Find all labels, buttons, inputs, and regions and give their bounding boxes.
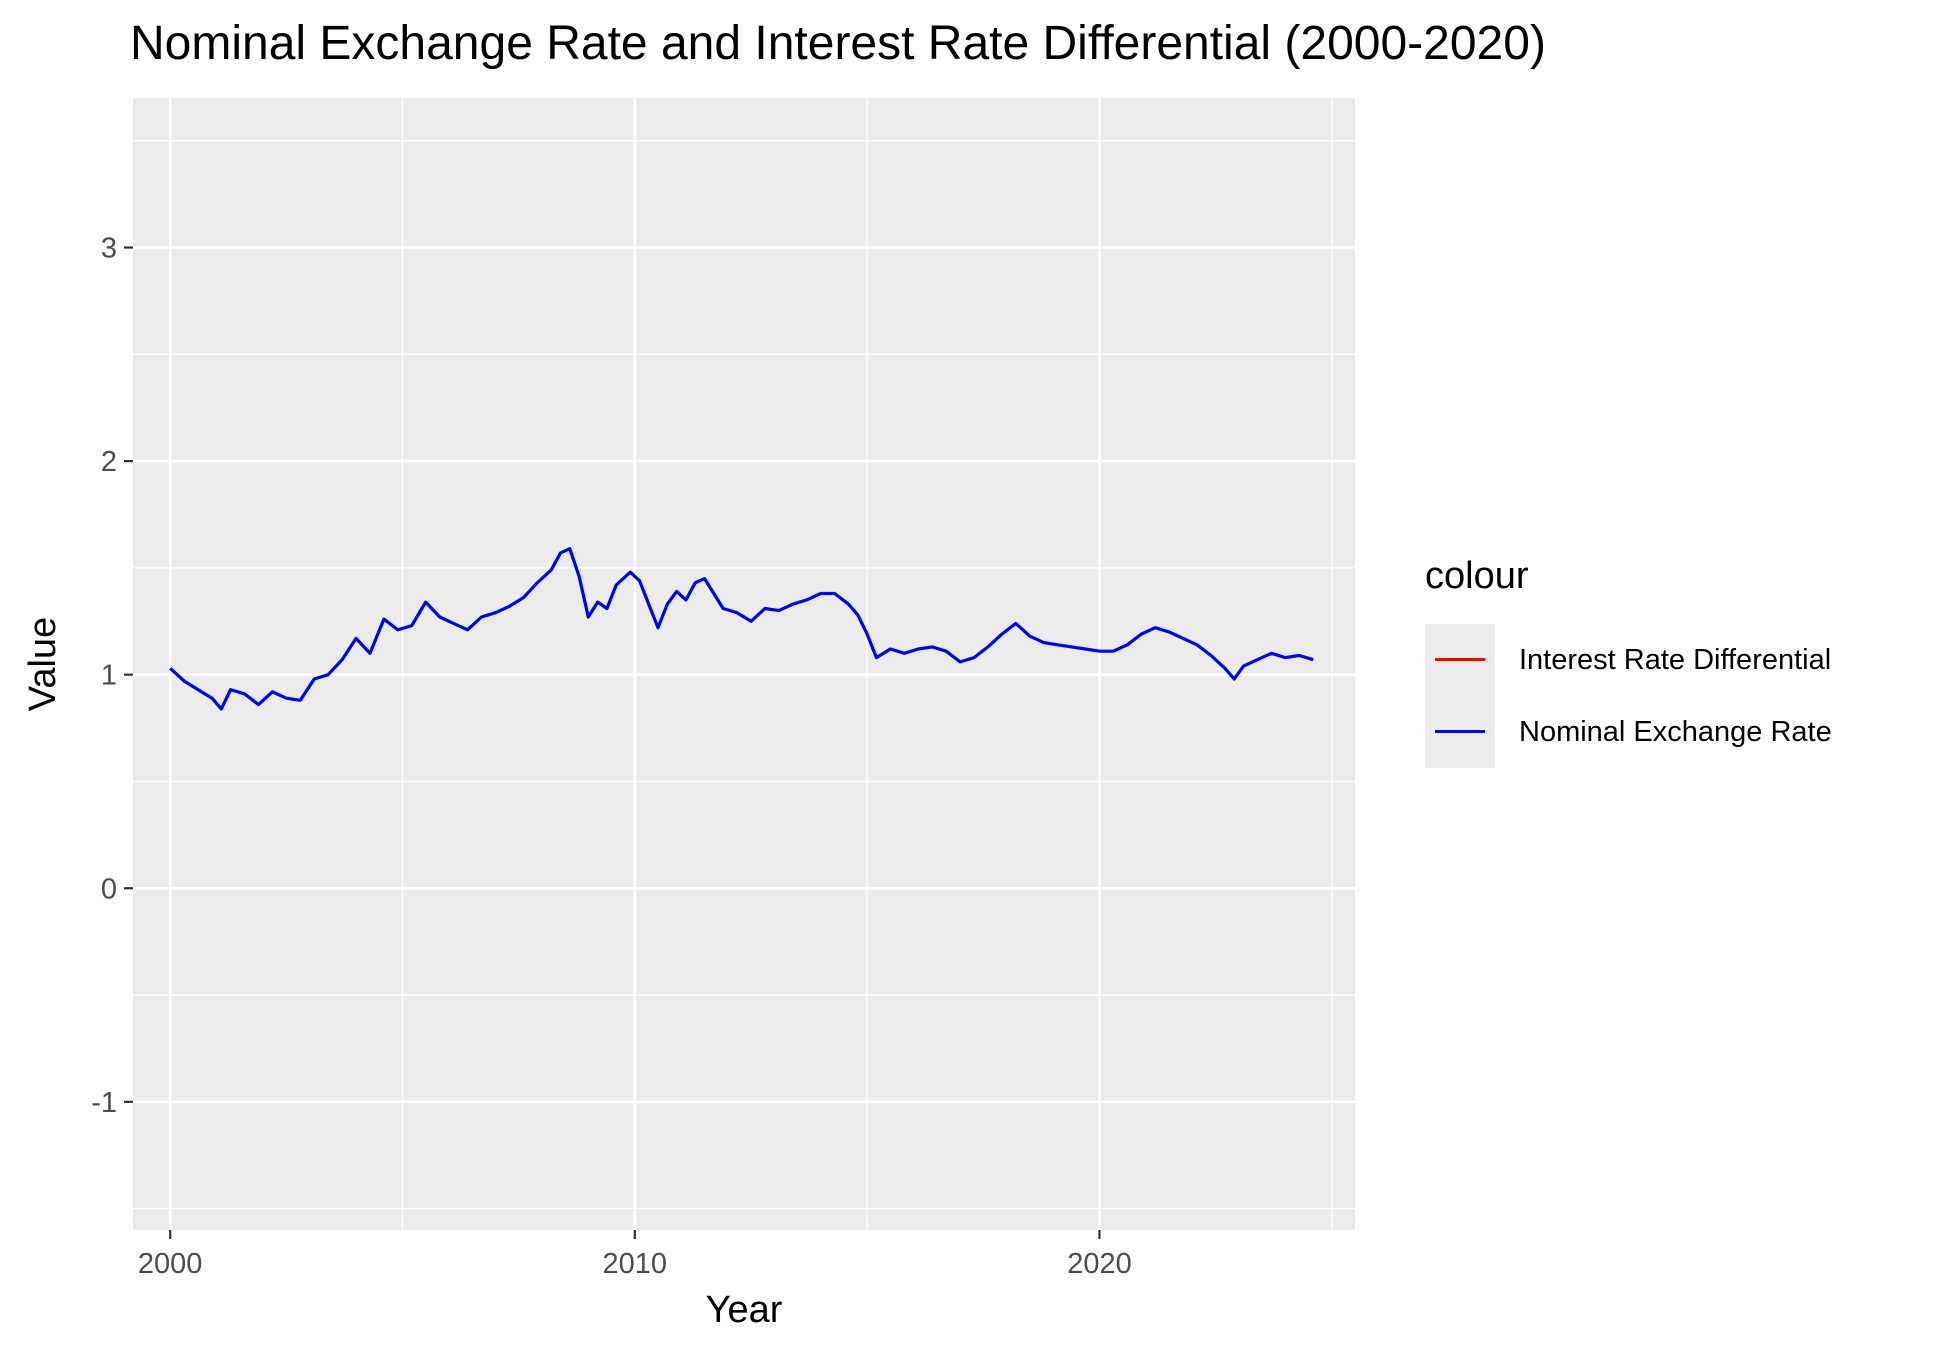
minor-gridlines — [133, 98, 1355, 1230]
legend-label: Nominal Exchange Rate — [1519, 715, 1832, 748]
y-tick-label: 1 — [101, 660, 117, 692]
legend-title: colour — [1425, 555, 1529, 597]
series-layer — [169, 547, 1314, 711]
legend-item-nominal-exchange-rate: Nominal Exchange Rate — [1425, 696, 1832, 768]
y-axis: -1 0 1 2 3 — [91, 233, 133, 1119]
legend-item-interest-rate-differential: Interest Rate Differential — [1425, 624, 1832, 696]
legend-label: Interest Rate Differential — [1519, 643, 1832, 676]
chart-title: Nominal Exchange Rate and Interest Rate … — [130, 17, 1546, 70]
major-gridlines — [133, 98, 1355, 1230]
x-axis-title: Year — [706, 1289, 783, 1331]
y-tick-label: -1 — [91, 1087, 117, 1119]
y-tick-label: 2 — [101, 446, 117, 478]
x-tick-label: 2020 — [1067, 1248, 1132, 1280]
x-tick-label: 2010 — [603, 1248, 668, 1280]
y-axis-title: Value — [22, 617, 64, 711]
y-tick-label: 0 — [101, 873, 117, 905]
legend: colour Interest Rate Differential Nomina… — [1425, 555, 1832, 768]
x-tick-label: 2000 — [138, 1248, 203, 1280]
x-axis: 2000 2010 2020 — [138, 1230, 1132, 1280]
series-line-1 — [169, 547, 1314, 711]
y-tick-label: 3 — [101, 233, 117, 265]
legend-key — [1425, 624, 1495, 696]
plot-panel — [133, 98, 1355, 1230]
legend-key — [1425, 696, 1495, 768]
